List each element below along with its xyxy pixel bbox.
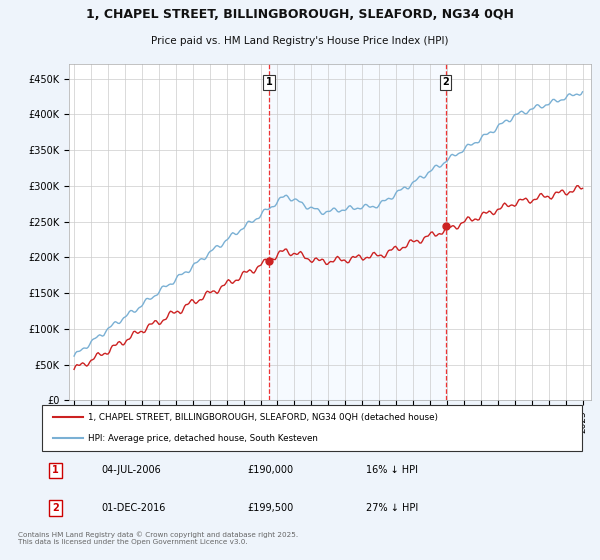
Text: 01-DEC-2016: 01-DEC-2016: [101, 503, 166, 513]
Text: Price paid vs. HM Land Registry's House Price Index (HPI): Price paid vs. HM Land Registry's House …: [151, 36, 449, 46]
Text: £199,500: £199,500: [247, 503, 293, 513]
Text: 2: 2: [52, 503, 59, 513]
Text: 04-JUL-2006: 04-JUL-2006: [101, 465, 161, 475]
Text: HPI: Average price, detached house, South Kesteven: HPI: Average price, detached house, Sout…: [88, 434, 318, 443]
Text: 1, CHAPEL STREET, BILLINGBOROUGH, SLEAFORD, NG34 0QH (detached house): 1, CHAPEL STREET, BILLINGBOROUGH, SLEAFO…: [88, 413, 438, 422]
Text: 1: 1: [52, 465, 59, 475]
Text: 1, CHAPEL STREET, BILLINGBOROUGH, SLEAFORD, NG34 0QH: 1, CHAPEL STREET, BILLINGBOROUGH, SLEAFO…: [86, 8, 514, 21]
Text: 16% ↓ HPI: 16% ↓ HPI: [366, 465, 418, 475]
Text: 27% ↓ HPI: 27% ↓ HPI: [366, 503, 418, 513]
Text: 1: 1: [266, 77, 272, 87]
Text: £190,000: £190,000: [247, 465, 293, 475]
Text: Contains HM Land Registry data © Crown copyright and database right 2025.
This d: Contains HM Land Registry data © Crown c…: [18, 532, 298, 545]
Text: 2: 2: [442, 77, 449, 87]
Bar: [269, 64, 446, 400]
